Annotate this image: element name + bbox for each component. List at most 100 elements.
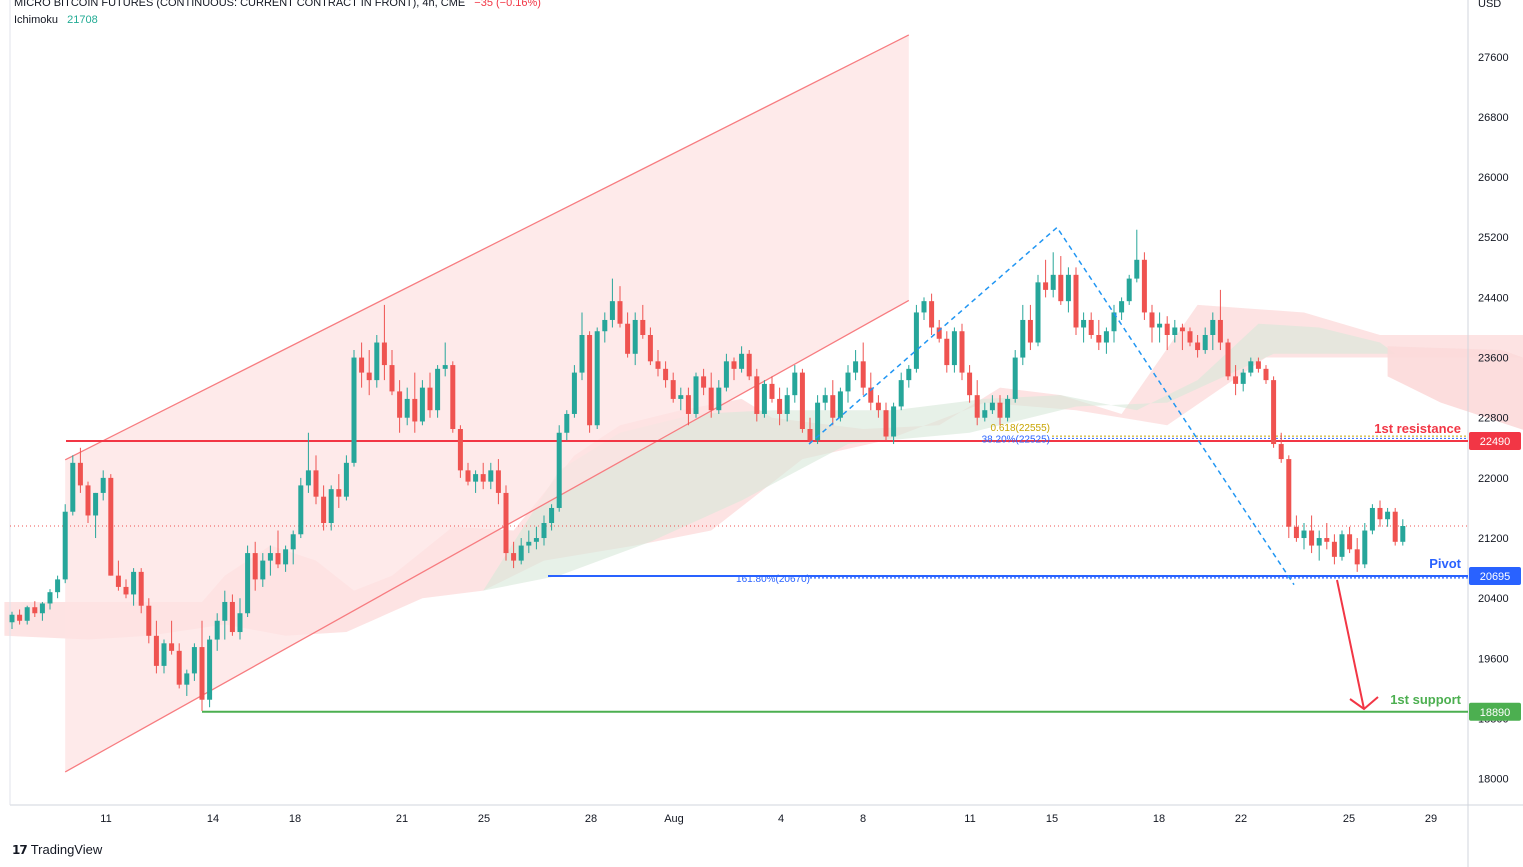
candle-body xyxy=(739,353,745,369)
candle-body xyxy=(647,335,653,362)
indicator-legend[interactable]: Ichimoku 21708 xyxy=(14,14,98,26)
candle-body xyxy=(412,398,418,422)
key-levels: 1st resistance Pivot 1st support xyxy=(10,421,1468,713)
candle-body xyxy=(1164,323,1170,335)
candle-body xyxy=(518,545,524,561)
candle-body xyxy=(746,353,752,377)
candle-body xyxy=(533,538,539,542)
candle-body xyxy=(1309,530,1315,546)
candle-body xyxy=(313,470,319,497)
fib-annotations: 0.618(22555)38.20%(22525) 161.80%(20670) xyxy=(736,423,1468,585)
candle-body xyxy=(1149,312,1155,328)
candle-body xyxy=(913,312,919,369)
candle-body xyxy=(1392,511,1398,542)
price-badge-text: 20695 xyxy=(1480,571,1511,583)
candle-body xyxy=(1347,534,1353,550)
candle-body xyxy=(875,402,881,411)
candle-body xyxy=(138,571,144,606)
indicator-name: Ichimoku xyxy=(14,14,59,26)
candle-body xyxy=(579,335,585,373)
tradingview-footer[interactable]: 𝟭𝟳 TradingView xyxy=(12,842,102,857)
candle-body xyxy=(237,613,243,633)
candle-body xyxy=(404,398,410,418)
candle-body xyxy=(1377,507,1383,520)
symbol-title: MICRO BITCOIN FUTURES (CONTINUOUS: CURRE… xyxy=(14,0,466,9)
brand-name: TradingView xyxy=(30,842,103,857)
candle-body xyxy=(1331,541,1337,557)
candle-body xyxy=(617,301,623,324)
candle-body xyxy=(62,511,68,580)
candle-body xyxy=(328,489,334,523)
candle-body xyxy=(1103,331,1109,343)
level-label: Pivot xyxy=(1429,556,1461,571)
candle-body xyxy=(571,372,577,414)
candle-body xyxy=(161,643,167,666)
tradingview-logo-icon: 𝟭𝟳 xyxy=(12,842,28,857)
candle-body xyxy=(1157,323,1163,328)
candle-body xyxy=(32,607,38,614)
price-badge-text: 22490 xyxy=(1480,436,1511,448)
candle-body xyxy=(1172,327,1178,335)
candle-body xyxy=(1255,361,1261,369)
candle-body xyxy=(55,579,61,593)
candle-body xyxy=(450,365,456,429)
candle-body xyxy=(1278,444,1284,460)
candle-body xyxy=(625,323,631,354)
candle-body xyxy=(435,368,441,411)
x-tick-label: 15 xyxy=(1046,813,1058,825)
candle-body xyxy=(1020,319,1026,358)
candle-body xyxy=(959,331,965,373)
candle-body xyxy=(685,395,691,414)
candle-body xyxy=(799,372,805,429)
candle-body xyxy=(815,402,821,441)
x-tick-label: 28 xyxy=(585,813,597,825)
y-tick-label: 27600 xyxy=(1478,52,1509,64)
zigzag-pattern xyxy=(808,226,1379,711)
x-tick-label: 18 xyxy=(289,813,301,825)
candle-body xyxy=(1248,361,1254,373)
candle-body xyxy=(974,395,980,418)
candle-body xyxy=(199,647,205,700)
candle-body xyxy=(541,523,547,539)
price-badge xyxy=(1469,567,1521,586)
candle-body xyxy=(784,395,790,414)
candle-body xyxy=(982,410,988,418)
candle-body xyxy=(1073,274,1079,328)
x-tick-label: 18 xyxy=(1153,813,1165,825)
price-badges: 22490 20695 18890 xyxy=(1469,432,1521,721)
y-tick-label: 23600 xyxy=(1478,353,1509,365)
candle-body xyxy=(1065,274,1071,302)
candle-body xyxy=(1369,507,1375,531)
channel-lower-line xyxy=(64,299,910,773)
x-tick-label: 8 xyxy=(860,813,866,825)
candle-body xyxy=(1088,319,1094,335)
candle-body xyxy=(951,331,957,366)
candle-body xyxy=(769,383,775,399)
candle-body xyxy=(176,650,182,685)
candle-body xyxy=(891,406,897,437)
x-tick-label: 25 xyxy=(478,813,490,825)
candle-body xyxy=(564,413,570,433)
candle-body xyxy=(754,376,760,414)
candle-body xyxy=(427,387,433,411)
candle-body xyxy=(632,319,638,354)
x-tick-label: 25 xyxy=(1343,813,1355,825)
zigzag-line xyxy=(808,226,1295,586)
level-label: 1st resistance xyxy=(1374,421,1461,436)
candle-body xyxy=(1195,342,1201,351)
candle-body xyxy=(587,335,593,426)
candle-body xyxy=(184,673,190,685)
x-tick-label: 14 xyxy=(207,813,219,825)
candle-body xyxy=(1339,534,1345,557)
candle-body xyxy=(1271,380,1277,445)
candle-body xyxy=(837,391,843,418)
symbol-header[interactable]: MICRO BITCOIN FUTURES (CONTINUOUS: CURRE… xyxy=(14,0,541,9)
candle-body xyxy=(693,376,699,414)
candle-body xyxy=(1134,259,1140,279)
candle-body xyxy=(397,391,403,418)
candle-body xyxy=(473,474,479,482)
candle-body xyxy=(906,368,912,381)
candle-body xyxy=(222,601,228,621)
candle-body xyxy=(488,470,494,482)
